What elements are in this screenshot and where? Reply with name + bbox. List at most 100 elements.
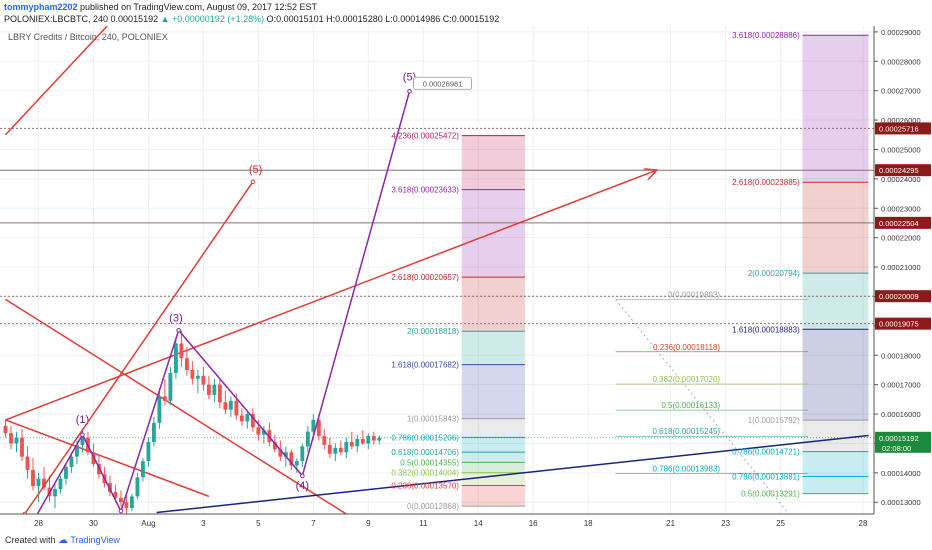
fib-left-level-label: 1.618(0.00017682) bbox=[391, 361, 459, 370]
candle-down bbox=[206, 384, 211, 395]
fib-left-zone bbox=[461, 452, 525, 463]
purple-wave-point bbox=[176, 327, 181, 333]
candle-down bbox=[201, 375, 206, 385]
publish-line: tommypham2202 published on TradingView.c… bbox=[4, 1, 317, 13]
chart-title: LBRY Credits / Bitcoin, 240, POLONIEX bbox=[8, 32, 168, 42]
price-tick-label: 0.00021000 bbox=[881, 263, 921, 272]
candle-up bbox=[140, 461, 145, 478]
price-badge bbox=[875, 122, 931, 135]
candle-down bbox=[256, 427, 261, 435]
price-change: ▲ +0.00000192 (+1.28%) bbox=[160, 14, 265, 24]
time-tick-label: 14 bbox=[474, 519, 483, 528]
time-tick-label: 11 bbox=[419, 519, 428, 528]
candle-up bbox=[333, 447, 338, 454]
fib-left-level-label: 0.382(0.00014004) bbox=[391, 469, 459, 478]
chart-header: tommypham2202 published on TradingView.c… bbox=[0, 0, 932, 26]
fib-left-level-label: 2.618(0.00020657) bbox=[391, 273, 459, 282]
candle-up bbox=[377, 437, 382, 441]
candle-down bbox=[239, 415, 244, 422]
candle-down bbox=[124, 502, 129, 509]
candle-down bbox=[42, 478, 46, 488]
candle-up bbox=[58, 478, 63, 490]
candle-up bbox=[135, 477, 140, 497]
red-wave-path bbox=[24, 181, 254, 515]
fib-right-level-label: 1(0.00015792) bbox=[748, 416, 800, 425]
candle-up bbox=[36, 478, 41, 487]
footer: Created with ☁ TradingView bbox=[0, 532, 932, 550]
tradingview-brand[interactable]: TradingView bbox=[70, 535, 120, 545]
time-tick-label: 9 bbox=[366, 519, 371, 528]
fib-right-zone bbox=[802, 451, 869, 477]
candle-down bbox=[338, 447, 343, 453]
time-tick-label: 3 bbox=[201, 519, 206, 528]
purple-wave-point bbox=[80, 432, 85, 437]
symbol-price: POLONIEX:LBCBTC, 240 0.00015192 bbox=[4, 14, 159, 24]
time-tick-label: Aug bbox=[141, 519, 155, 528]
price-badge-label: 0.00022504 bbox=[879, 219, 919, 228]
time-axis[interactable] bbox=[0, 514, 874, 532]
candle-up bbox=[157, 396, 162, 423]
current-price-badge bbox=[875, 431, 931, 453]
candle-down bbox=[9, 433, 13, 444]
fib-left-zone bbox=[461, 364, 525, 419]
trendlines bbox=[4, 26, 869, 515]
fib-retrace-trend bbox=[615, 299, 790, 515]
purple-wave-label: (4) bbox=[296, 480, 309, 492]
time-tick-label: 16 bbox=[529, 519, 538, 528]
candle-up bbox=[212, 384, 217, 395]
fib-retrace-label: 0.236(0.00018118) bbox=[653, 343, 720, 352]
candle-down bbox=[25, 456, 30, 470]
red-wave-point bbox=[250, 179, 256, 185]
fib-right-level-label: 2.618(0.00023885) bbox=[732, 178, 800, 187]
price-tick-label: 0.00029000 bbox=[881, 28, 921, 37]
time-axis-labels: 28 30 Aug 3 5 7 9 11 14 16 18 21 23 25 28 bbox=[34, 519, 868, 528]
candle-up bbox=[283, 452, 288, 457]
candle-down bbox=[91, 452, 96, 465]
candle-down bbox=[179, 343, 184, 359]
fib-labels: 0(0.00012868) 0.236(0.00013570) 0.382(0.00… bbox=[391, 31, 800, 511]
symbol-line: POLONIEX:LBCBTC, 240 0.00015192 ▲ +0.000… bbox=[4, 13, 499, 25]
fib-left-zone bbox=[461, 277, 525, 332]
fib-retrace-label: 0.618(0.00015245) bbox=[652, 427, 720, 436]
fib-retrace-label: 0.382(0.00017020) bbox=[652, 375, 720, 384]
candle-up bbox=[130, 496, 134, 509]
price-badge-label: 0.00024295 bbox=[879, 166, 919, 175]
price-chart[interactable]: (1)(3)(4)(5)0.00026981(5) 0(0.00012868)0… bbox=[0, 26, 932, 532]
fib-retrace-label: 0.786(0.00013983) bbox=[652, 464, 720, 473]
created-with-text: Created with bbox=[5, 535, 56, 545]
candle-up bbox=[173, 343, 178, 373]
candle-down bbox=[316, 419, 321, 437]
price-badge bbox=[875, 317, 931, 330]
fib-right-zone bbox=[802, 476, 869, 494]
author-link[interactable]: tommypham2202 bbox=[4, 2, 78, 12]
price-tick-label: 0.00018000 bbox=[881, 351, 921, 360]
price-tick-label: 0.00028000 bbox=[881, 57, 921, 66]
price-axis-labels: 0.000130000.000140000.000150000.00016000… bbox=[874, 28, 931, 507]
price-tick-label: 0.00014000 bbox=[881, 469, 921, 478]
blue-support-line bbox=[156, 434, 869, 514]
ohlc-values: O:0.00015101 H:0.00015280 L:0.00014986 C… bbox=[266, 14, 500, 24]
candle-up bbox=[146, 441, 151, 462]
price-tick-label: 0.00027000 bbox=[881, 87, 921, 96]
candle-down bbox=[360, 439, 365, 444]
candle-down bbox=[278, 449, 283, 457]
fib-left-level-label: 0(0.00012868) bbox=[407, 502, 459, 511]
candle-down bbox=[272, 441, 277, 450]
candle-down bbox=[223, 402, 228, 410]
candle-down bbox=[250, 414, 255, 428]
time-tick-label: 28 bbox=[859, 519, 868, 528]
time-tick-label: 30 bbox=[89, 519, 98, 528]
published-text: published on TradingView.com, August 09,… bbox=[77, 2, 318, 12]
price-tick-label: 0.00023000 bbox=[881, 204, 921, 213]
countdown-label: 02:08:00 bbox=[882, 444, 911, 453]
candle-up bbox=[300, 446, 305, 462]
time-tick-label: 7 bbox=[311, 519, 316, 528]
candle-up bbox=[80, 437, 85, 445]
candle-up bbox=[69, 456, 74, 467]
time-tick-label: 18 bbox=[584, 519, 593, 528]
price-tick-label: 0.00016000 bbox=[881, 410, 921, 419]
fib-right-zone bbox=[802, 273, 869, 330]
candle-down bbox=[322, 436, 327, 445]
fib-left-level-label: 0.618(0.00014706) bbox=[391, 448, 459, 457]
candle-down bbox=[349, 441, 354, 447]
